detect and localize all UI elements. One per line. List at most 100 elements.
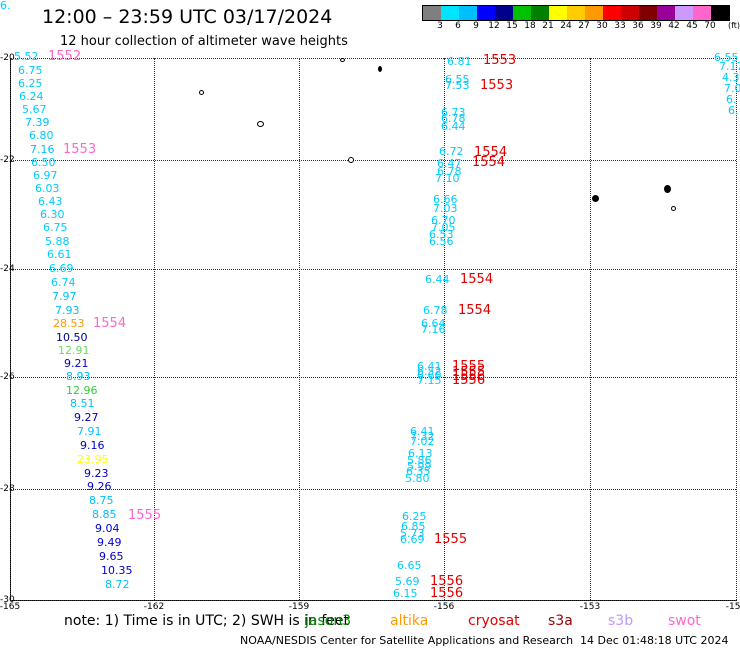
- color-scale-label: 6: [455, 21, 461, 31]
- wave-height-value: 7.10: [435, 172, 460, 185]
- meridian-line: [736, 58, 737, 600]
- parallel-line: [10, 58, 736, 59]
- wave-height-value: 6.64: [421, 317, 446, 330]
- latitude-label: -26: [0, 372, 15, 382]
- pass-number-label: 1553: [480, 78, 514, 93]
- mission-legend-item: swot: [668, 613, 701, 629]
- wave-height-value: 6.97: [33, 169, 58, 182]
- island: [671, 206, 676, 211]
- color-swatch: [531, 6, 549, 20]
- wave-height-value: 6.55: [714, 51, 739, 64]
- wave-height-value: 6.25: [402, 510, 427, 523]
- wave-height-value: 7.02: [410, 435, 435, 448]
- color-swatch: [621, 6, 639, 20]
- meridian-line: [444, 58, 445, 600]
- wave-height-value: 8.93: [66, 370, 91, 383]
- longitude-label: -165: [0, 602, 21, 612]
- wave-height-value: 6.78: [423, 304, 448, 317]
- wave-height-value: 6.65: [397, 559, 422, 572]
- color-scale-label: 39: [650, 21, 662, 31]
- color-scale-unit: (ft): [727, 21, 740, 30]
- longitude-label: -162: [143, 602, 165, 612]
- longitude-label: -156: [433, 602, 455, 612]
- wave-height-value: 6.24: [19, 90, 44, 103]
- pass-number-label: 1554: [458, 303, 492, 318]
- color-swatch: [639, 6, 657, 20]
- wave-height-value: 5.88: [45, 235, 70, 248]
- color-scale-label: 30: [596, 21, 608, 31]
- color-swatch: [459, 6, 477, 20]
- parallel-line: [10, 489, 736, 490]
- wave-height-value: 9.16: [80, 439, 105, 452]
- mission-legend-item: altika: [390, 613, 429, 629]
- color-swatch: [585, 6, 603, 20]
- island: [592, 195, 599, 202]
- meridian-line: [590, 58, 591, 600]
- wave-height-value: 6.69: [400, 533, 425, 546]
- wave-height-value: 6.70: [431, 214, 456, 227]
- pass-number-label: 1555: [128, 508, 162, 523]
- longitude-label: -159: [288, 602, 310, 612]
- color-scale-label: 45: [686, 21, 698, 31]
- wave-height-value: 6.85: [401, 520, 426, 533]
- pass-number-label: 1555: [452, 359, 486, 374]
- pass-number-label: 1556: [430, 574, 464, 589]
- pass-number-label: 1554: [474, 145, 508, 160]
- pass-number-label: 1555: [434, 532, 468, 547]
- wave-height-value: 12.96: [66, 384, 98, 397]
- color-swatch: [477, 6, 495, 20]
- latitude-label: -28: [0, 484, 15, 494]
- parallel-line: [10, 269, 736, 270]
- color-scale-label: 24: [560, 21, 572, 31]
- wave-height-value: 6.53: [429, 228, 454, 241]
- wave-height-value: 7.15: [417, 374, 442, 387]
- wave-height-value: 6.74: [51, 276, 76, 289]
- island: [378, 66, 382, 72]
- wave-height-value: 8.75: [89, 494, 114, 507]
- island: [348, 157, 354, 163]
- color-swatch: [657, 6, 675, 20]
- wave-height-value: 7.16: [421, 323, 446, 336]
- latitude-label: -20: [0, 53, 15, 63]
- wave-height-value: 6.35: [406, 465, 431, 478]
- wave-height-value: 7.53: [445, 79, 470, 92]
- wave-height-value: 6.73: [441, 106, 466, 119]
- mission-legend-item: s3b: [608, 613, 634, 629]
- color-scale-label: 3: [437, 21, 443, 31]
- color-swatch: [603, 6, 621, 20]
- wave-height-value: 7.05: [431, 221, 456, 234]
- wave-height-value: 5.69: [395, 575, 420, 588]
- parallel-line: [10, 160, 736, 161]
- wave-height-value: 9.21: [64, 357, 89, 370]
- pass-number-label: 1556: [452, 369, 486, 384]
- wave-height-value: 7.16: [30, 143, 55, 156]
- credit-text: NOAA/NESDIS Center for Satellite Applica…: [240, 634, 574, 647]
- wave-height-value: 7.0: [724, 82, 740, 95]
- pass-number-label: 1554: [472, 155, 506, 170]
- wave-height-value: 6.25: [18, 77, 43, 90]
- island: [257, 121, 264, 127]
- wave-height-value: 7.17: [719, 60, 740, 73]
- color-swatch: [693, 6, 711, 20]
- map-subtitle: 12 hour collection of altimeter wave hei…: [60, 34, 348, 49]
- wave-height-value: 7.97: [52, 290, 77, 303]
- color-scale-bar: [422, 5, 730, 21]
- wave-height-value: 6.75: [43, 221, 68, 234]
- color-scale-label: 21: [542, 21, 554, 31]
- wave-height-value: 6.44: [425, 273, 450, 286]
- wave-height-value: 6.80: [29, 129, 54, 142]
- wave-height-value: 6.78: [441, 112, 466, 125]
- color-swatch: [711, 6, 729, 20]
- wave-height-value: 6.41: [410, 425, 435, 438]
- pass-number-label: 1552: [48, 49, 82, 64]
- wave-height-value: 5.80: [405, 472, 430, 485]
- wave-height-value: 9.26: [87, 480, 112, 493]
- wave-height-value: 6.69: [49, 262, 74, 275]
- pass-number-label: 1556: [430, 586, 464, 601]
- color-swatch: [495, 6, 513, 20]
- wave-height-value: 6.55: [445, 73, 470, 86]
- wave-height-value: 7.03: [433, 202, 458, 215]
- wave-height-value: 6.52: [417, 365, 442, 378]
- map-title: 12:00 – 23:59 UTC 03/17/2024: [42, 6, 333, 28]
- island: [664, 185, 671, 193]
